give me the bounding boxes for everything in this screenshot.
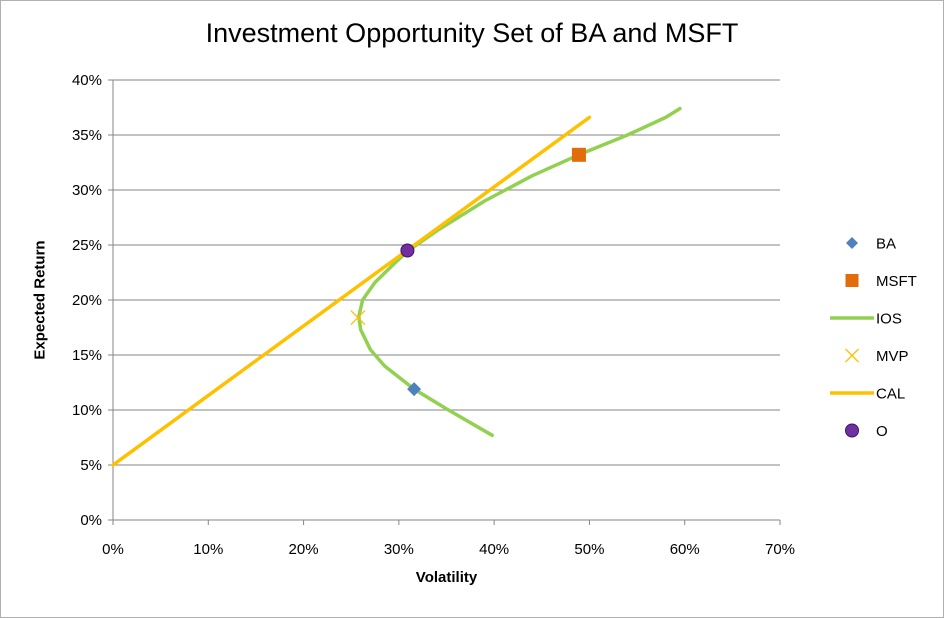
y-tick-label: 10%	[72, 402, 102, 419]
series-line-ios	[357, 106, 682, 438]
data-point-o	[400, 243, 415, 258]
data-point-mvp	[350, 310, 366, 326]
x-tick-label: 60%	[670, 541, 700, 558]
y-tick-label: 0%	[80, 512, 102, 529]
y-tick-label: 25%	[72, 237, 102, 254]
legend-label-cal: CAL	[876, 386, 905, 403]
legend-label-msft: MSFT	[876, 273, 917, 290]
legend-label-mvp: MVP	[876, 348, 909, 365]
legend-label-o: O	[876, 423, 888, 440]
x-tick-label: 10%	[193, 541, 223, 558]
chart-title: Investment Opportunity Set of BA and MSF…	[205, 18, 739, 48]
x-tick-label: 40%	[479, 541, 509, 558]
x-tick-label: 20%	[289, 541, 319, 558]
data-point-ba	[407, 382, 422, 397]
x-tick-label: 70%	[765, 541, 795, 558]
y-tick-label: 35%	[72, 127, 102, 144]
legend-marker-o	[845, 423, 859, 438]
y-tick-label: 20%	[72, 292, 102, 309]
legend-label-ios: IOS	[876, 311, 902, 328]
legend-marker-msft	[845, 274, 859, 287]
x-axis-label: Volatility	[415, 569, 478, 586]
legend-marker-mvp	[845, 348, 859, 363]
legend-label-ba: BA	[876, 236, 896, 253]
y-tick-label: 15%	[72, 347, 102, 364]
x-tick-label: 0%	[102, 541, 124, 558]
legend-marker-ba	[846, 237, 858, 249]
series-line-cal	[111, 115, 592, 467]
y-tick-label: 5%	[80, 457, 102, 474]
data-point-msft	[571, 147, 586, 162]
y-tick-label: 30%	[72, 182, 102, 199]
x-tick-label: 30%	[384, 541, 414, 558]
x-tick-label: 50%	[574, 541, 604, 558]
y-tick-label: 40%	[72, 72, 102, 89]
